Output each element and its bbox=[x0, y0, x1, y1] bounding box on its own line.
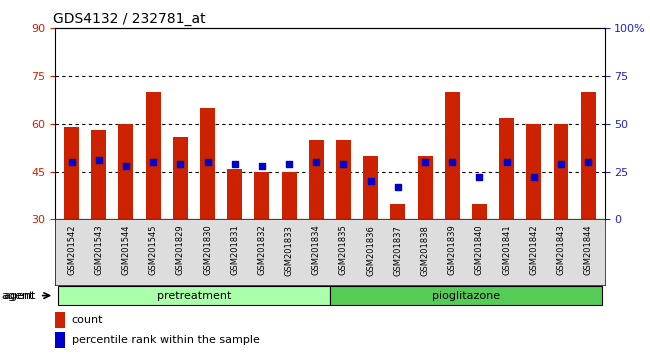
Bar bbox=[554, 124, 569, 219]
Point bbox=[229, 161, 240, 167]
Point bbox=[501, 159, 512, 165]
Point bbox=[148, 159, 159, 165]
Text: GSM201542: GSM201542 bbox=[67, 225, 76, 275]
Bar bbox=[472, 204, 487, 219]
Text: GSM201839: GSM201839 bbox=[448, 225, 457, 275]
Bar bbox=[336, 140, 351, 219]
Bar bbox=[64, 127, 79, 219]
Point bbox=[175, 161, 185, 167]
Bar bbox=[173, 137, 188, 219]
Bar bbox=[580, 92, 595, 219]
FancyBboxPatch shape bbox=[330, 286, 602, 305]
Bar bbox=[309, 140, 324, 219]
Text: agent: agent bbox=[1, 291, 34, 301]
Text: count: count bbox=[72, 315, 103, 325]
Bar bbox=[526, 124, 541, 219]
Text: GSM201831: GSM201831 bbox=[230, 225, 239, 275]
Bar bbox=[445, 92, 460, 219]
Point bbox=[257, 163, 267, 169]
Bar bbox=[417, 156, 432, 219]
FancyBboxPatch shape bbox=[58, 286, 330, 305]
Text: pioglitazone: pioglitazone bbox=[432, 291, 500, 301]
Point bbox=[393, 184, 403, 190]
Text: GSM201834: GSM201834 bbox=[312, 225, 321, 275]
Text: percentile rank within the sample: percentile rank within the sample bbox=[72, 335, 259, 345]
Text: GSM201841: GSM201841 bbox=[502, 225, 511, 275]
Text: GSM201832: GSM201832 bbox=[257, 225, 266, 275]
Bar bbox=[55, 332, 65, 348]
Bar bbox=[91, 130, 106, 219]
Point bbox=[528, 175, 539, 180]
Text: GSM201837: GSM201837 bbox=[393, 225, 402, 276]
Text: pretreatment: pretreatment bbox=[157, 291, 231, 301]
Point bbox=[365, 178, 376, 184]
Text: GSM201843: GSM201843 bbox=[556, 225, 566, 275]
Text: agent: agent bbox=[3, 291, 36, 301]
Bar bbox=[281, 172, 296, 219]
Text: GSM201833: GSM201833 bbox=[285, 225, 294, 276]
Bar bbox=[499, 118, 514, 219]
Text: GSM201830: GSM201830 bbox=[203, 225, 212, 275]
Point bbox=[311, 159, 322, 165]
Bar bbox=[146, 92, 161, 219]
Text: GSM201844: GSM201844 bbox=[584, 225, 593, 275]
Point bbox=[338, 161, 348, 167]
Point bbox=[583, 159, 593, 165]
Text: GSM201838: GSM201838 bbox=[421, 225, 430, 276]
Bar bbox=[254, 172, 269, 219]
Text: GSM201842: GSM201842 bbox=[529, 225, 538, 275]
Bar bbox=[118, 124, 133, 219]
Text: GSM201544: GSM201544 bbox=[122, 225, 131, 275]
Point bbox=[284, 161, 294, 167]
Text: GSM201829: GSM201829 bbox=[176, 225, 185, 275]
Bar bbox=[227, 169, 242, 219]
Text: GSM201840: GSM201840 bbox=[475, 225, 484, 275]
Point bbox=[94, 158, 104, 163]
Bar bbox=[200, 108, 215, 219]
Point bbox=[474, 175, 485, 180]
Point bbox=[202, 159, 213, 165]
Point bbox=[420, 159, 430, 165]
Text: GSM201545: GSM201545 bbox=[149, 225, 158, 275]
Text: GSM201835: GSM201835 bbox=[339, 225, 348, 275]
Point bbox=[556, 161, 566, 167]
Bar bbox=[55, 312, 65, 328]
Bar bbox=[363, 156, 378, 219]
Text: GSM201836: GSM201836 bbox=[366, 225, 375, 276]
Point bbox=[447, 159, 458, 165]
Bar bbox=[391, 204, 406, 219]
Text: GDS4132 / 232781_at: GDS4132 / 232781_at bbox=[53, 12, 205, 26]
Point bbox=[66, 159, 77, 165]
Text: GSM201543: GSM201543 bbox=[94, 225, 103, 275]
Point bbox=[121, 163, 131, 169]
